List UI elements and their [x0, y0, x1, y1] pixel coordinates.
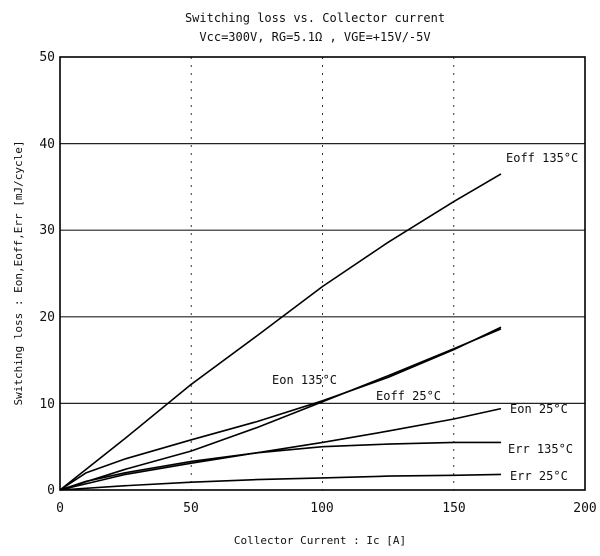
series-label-eoff-135: Eoff 135°C: [506, 151, 578, 165]
series-line-eon-25-c: [59, 407, 502, 491]
x-tick-label: 50: [183, 501, 199, 516]
y-tick-label: 10: [39, 397, 55, 412]
series-line-err-25-c: [59, 473, 502, 491]
y-tick-label: 50: [39, 50, 55, 65]
curve-labels: Eoff 135°C Eon 135°C Eoff 25°C Eon 25°C …: [272, 151, 578, 483]
series-label-err-25: Err 25°C: [510, 469, 568, 483]
y-tick-labels: 0 10 20 30 40 50: [39, 50, 55, 498]
series-label-err-135: Err 135°C: [508, 442, 573, 456]
y-tick-label: 30: [39, 223, 55, 238]
y-axis-label: Switching loss : Eon,Eoff,Err [mJ/cycle]: [12, 141, 25, 406]
chart-subtitle: Vcc=300V, RG=5.1Ω , VGE=+15V/-5V: [199, 30, 430, 44]
plot-frame: [59, 56, 586, 491]
grid: [60, 57, 585, 490]
x-tick-label: 0: [56, 501, 64, 516]
x-tick-label: 100: [310, 501, 333, 516]
series-line-eoff-25-c: [59, 328, 502, 491]
x-tick-labels: 0 50 100 150 200: [56, 501, 597, 516]
y-tick-label: 40: [39, 137, 55, 152]
series-line-err-135-c: [59, 441, 501, 491]
chart-title: Switching loss vs. Collector current: [185, 11, 445, 25]
series-lines: [59, 173, 502, 491]
x-axis-label: Collector Current : Ic [A]: [234, 534, 406, 547]
series-label-eon-135: Eon 135°C: [272, 373, 337, 387]
series-label-eoff-25: Eoff 25°C: [376, 389, 441, 403]
y-tick-label: 20: [39, 310, 55, 325]
x-tick-label: 150: [442, 501, 465, 516]
series-line-eoff-135-c: [59, 173, 502, 491]
x-tick-label: 200: [573, 501, 596, 516]
series-line-eon-135-c: [59, 326, 502, 491]
y-tick-label: 0: [47, 483, 55, 498]
series-label-eon-25: Eon 25°C: [510, 402, 568, 416]
